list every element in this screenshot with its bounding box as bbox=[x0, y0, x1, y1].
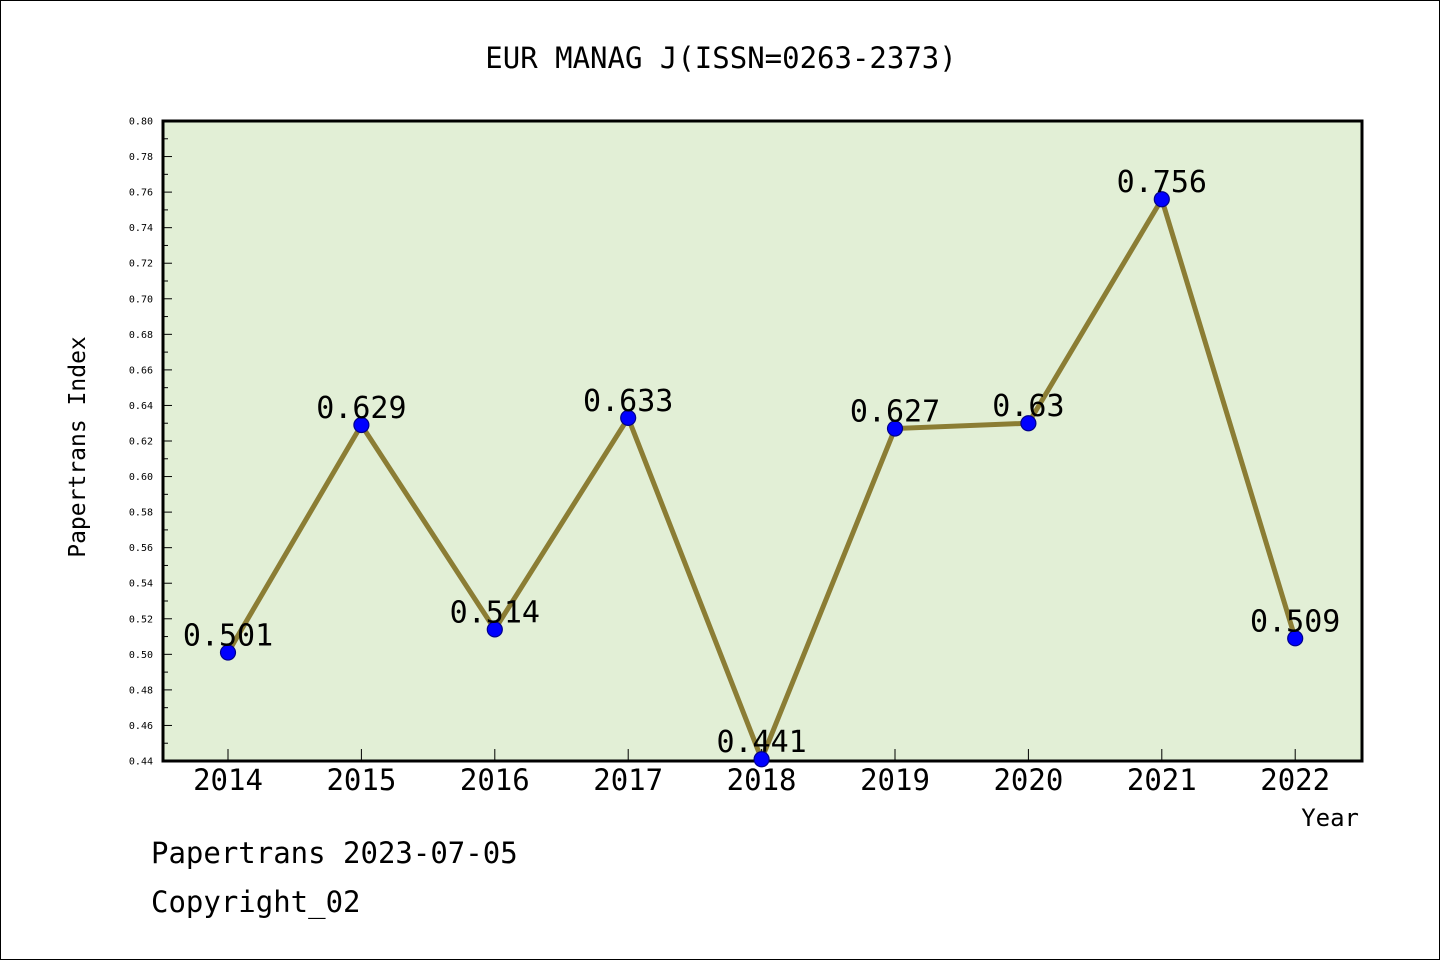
y-axis-title: Papertrans Index bbox=[65, 336, 91, 558]
y-tick-label: 0.60 bbox=[129, 472, 153, 483]
x-tick-label: 2014 bbox=[193, 763, 263, 797]
y-tick-label: 0.56 bbox=[129, 543, 153, 554]
x-tick-label: 2019 bbox=[860, 763, 930, 797]
y-tick-label: 0.76 bbox=[129, 188, 153, 199]
plot-area bbox=[161, 119, 1364, 763]
data-label: 0.509 bbox=[1250, 604, 1340, 639]
x-tick-label: 2021 bbox=[1127, 763, 1197, 797]
y-tick-label: 0.52 bbox=[129, 614, 153, 625]
chart-title: EUR MANAG J(ISSN=0263-2373) bbox=[485, 41, 956, 75]
data-label: 0.63 bbox=[992, 389, 1064, 424]
y-tick-label: 0.62 bbox=[129, 437, 153, 448]
series-layer: 0.501 0.629 0.514 0.633 0.441 0.627 0.63 0.756 0… bbox=[183, 165, 1340, 768]
data-point-marker bbox=[1287, 630, 1304, 647]
y-tick-label: 0.46 bbox=[129, 721, 153, 732]
y-tick-label: 0.68 bbox=[129, 330, 153, 341]
y-tick-label: 0.58 bbox=[129, 508, 153, 519]
y-tick-label: 0.66 bbox=[129, 365, 153, 376]
data-point-marker bbox=[1153, 191, 1170, 208]
data-point-marker bbox=[753, 751, 770, 768]
y-tick-label: 0.70 bbox=[129, 294, 153, 305]
x-tick-label: 2020 bbox=[993, 763, 1063, 797]
data-point-marker bbox=[219, 644, 237, 661]
data-label: 0.441 bbox=[716, 725, 806, 760]
footer-copyright: Copyright_02 bbox=[151, 885, 361, 919]
x-tick-label: 2017 bbox=[593, 763, 663, 797]
data-point-marker bbox=[620, 409, 637, 426]
y-tick-label: 0.72 bbox=[129, 259, 153, 270]
data-label: 0.501 bbox=[183, 619, 273, 654]
data-point-marker bbox=[886, 420, 904, 437]
data-label: 0.627 bbox=[850, 395, 940, 430]
x-tick-label: 2018 bbox=[727, 763, 797, 797]
x-axis: 2014 2015 2016 2017 2018 2019 2020 2021 2022 bbox=[193, 749, 1330, 797]
y-tick-label: 0.50 bbox=[129, 650, 153, 661]
y-tick-label: 0.80 bbox=[129, 117, 153, 128]
data-point-marker bbox=[486, 621, 503, 638]
x-tick-label: 2015 bbox=[326, 763, 396, 797]
y-tick-label: 0.78 bbox=[129, 152, 153, 163]
data-label: 0.514 bbox=[450, 595, 540, 630]
x-tick-label: 2016 bbox=[460, 763, 530, 797]
data-label: 0.629 bbox=[316, 391, 406, 426]
y-tick-label: 0.44 bbox=[129, 757, 153, 768]
y-tick-label: 0.74 bbox=[129, 223, 153, 234]
data-point-marker bbox=[353, 416, 370, 434]
data-label: 0.633 bbox=[583, 384, 673, 419]
x-axis-title: Year bbox=[1301, 804, 1359, 832]
x-tick-label: 2022 bbox=[1260, 763, 1330, 797]
y-tick-label: 0.54 bbox=[129, 579, 153, 590]
y-tick-label: 0.64 bbox=[129, 401, 153, 412]
data-label: 0.756 bbox=[1117, 165, 1207, 200]
footer-source: Papertrans 2023-07-05 bbox=[151, 836, 518, 870]
y-axis: 0.44 0.46 0.48 0.50 0.52 0.54 0.56 0.58 0.60 0.62… bbox=[129, 117, 172, 768]
y-tick-label: 0.48 bbox=[129, 685, 153, 696]
data-point-marker bbox=[1020, 415, 1037, 432]
